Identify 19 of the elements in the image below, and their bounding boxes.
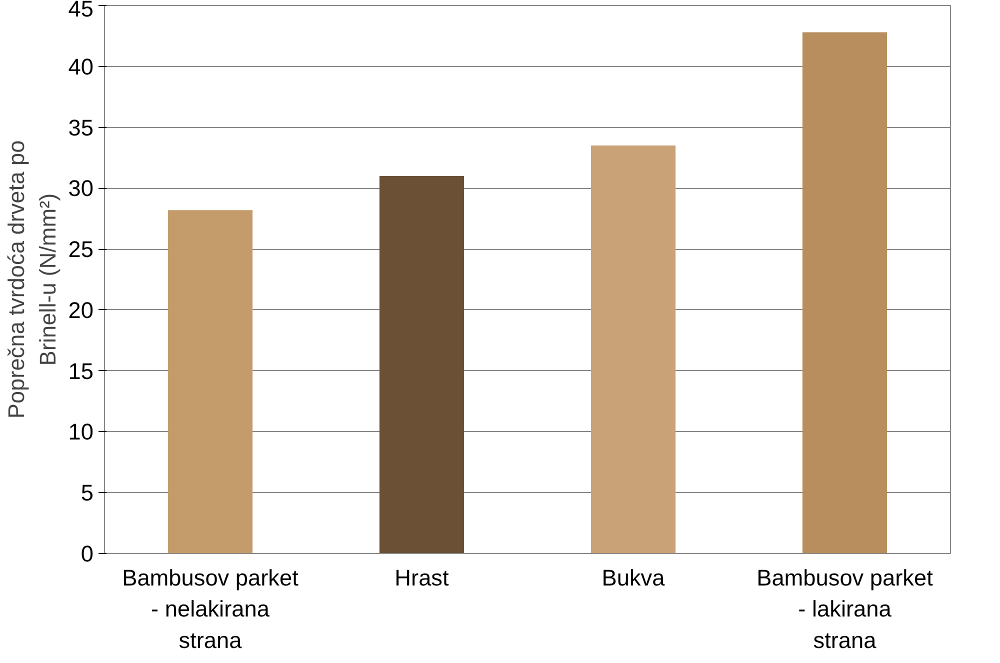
y-tick-label: 20	[68, 296, 94, 323]
y-tick-label: 35	[68, 114, 94, 140]
x-tick-label: Bambusov parket - nelakirana strana	[122, 564, 300, 653]
y-tick-label: 30	[68, 175, 94, 202]
y-tick-label: 0	[80, 540, 94, 566]
bar	[379, 176, 464, 554]
y-tick-label: 10	[68, 418, 94, 445]
x-tick-label: Hrast	[394, 564, 450, 590]
y-axis-title: Poprečna tvrdoća drveta po Brinell-u (N/mm²)	[3, 140, 60, 419]
bar	[168, 210, 253, 554]
y-tick-label: 40	[68, 53, 94, 80]
bar	[802, 32, 888, 554]
bar	[590, 146, 676, 554]
y-tick-label: 25	[68, 236, 94, 262]
y-tick-label: 5	[80, 480, 94, 506]
x-tick-label: Bukva	[602, 564, 666, 590]
y-tick-label: 15	[68, 358, 94, 384]
y-tick-label: 45	[68, 0, 94, 22]
x-tick-label: Bambusov parket - lakirana strana	[756, 564, 934, 653]
